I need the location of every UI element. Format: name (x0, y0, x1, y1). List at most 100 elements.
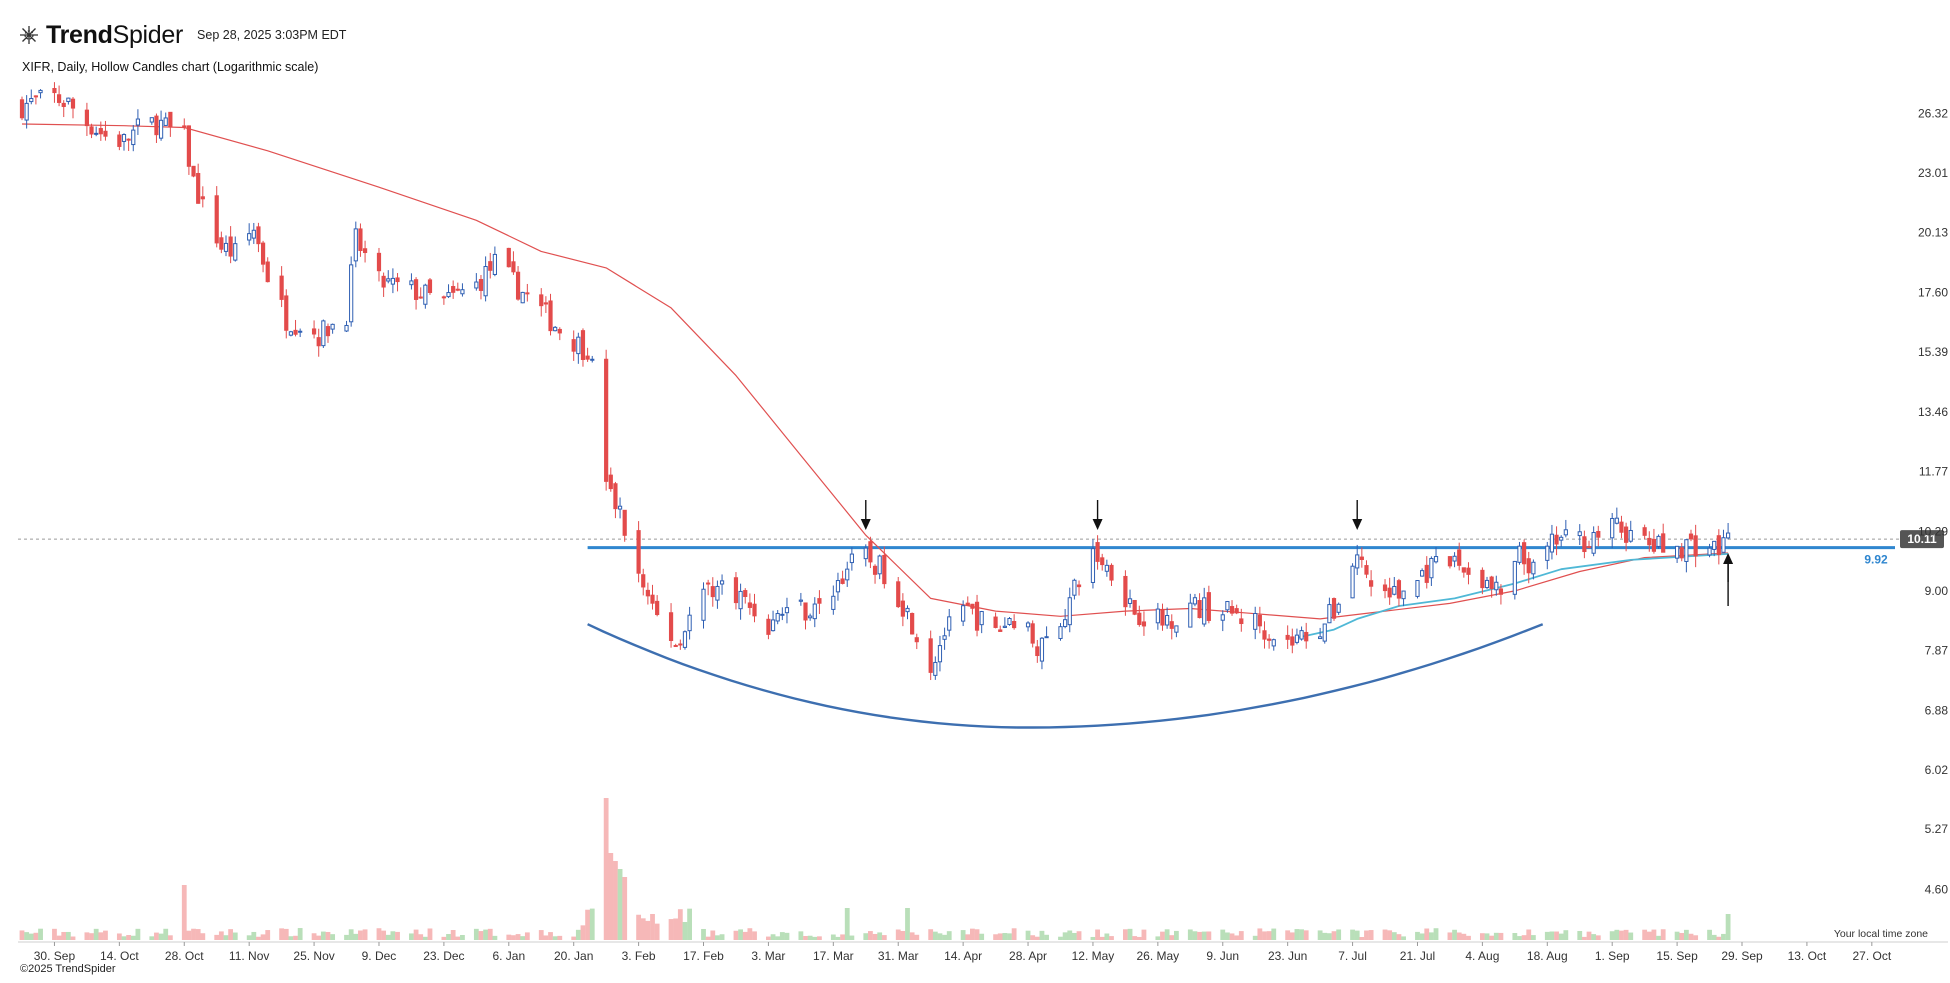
volume-bar (1484, 933, 1490, 940)
volume-bar (316, 935, 322, 940)
volume-bar (1030, 935, 1036, 940)
candle-body (1531, 561, 1536, 575)
volume-bar (1683, 929, 1689, 940)
volume-bar (585, 909, 591, 940)
volume-bar (1238, 931, 1244, 940)
volume-bar (1623, 929, 1629, 940)
candle-body (1554, 534, 1559, 545)
volume-bar (1197, 931, 1202, 940)
candle-body (553, 326, 558, 332)
candle-body (1067, 597, 1072, 626)
volume-bar (1141, 929, 1147, 940)
trendspider-logo[interactable]: TrendSpider (18, 21, 183, 50)
candle-body (687, 614, 692, 632)
volume-bar (1716, 936, 1722, 940)
candle-body (214, 195, 219, 244)
volume-bar (1674, 931, 1680, 940)
volume-bar (719, 934, 725, 940)
candle-body (228, 236, 233, 257)
candle-body (284, 295, 289, 331)
candle-body (557, 328, 562, 334)
volume-bar (1299, 929, 1304, 940)
candle-body (1401, 590, 1406, 600)
candle-body (580, 330, 586, 360)
brand-name: TrendSpider (46, 21, 183, 50)
candle-body (1002, 625, 1007, 628)
volume-bar (640, 918, 646, 940)
candle-body (1039, 637, 1045, 662)
up-arrow-head-icon (1723, 553, 1734, 564)
candle-body (1123, 575, 1128, 608)
candle-body (1420, 570, 1425, 577)
volume-bar (1725, 914, 1731, 940)
candle-body (191, 165, 196, 177)
volume-bar (817, 936, 822, 940)
candle-body (803, 602, 808, 621)
candle-body (1035, 646, 1040, 657)
volume-bar (330, 934, 336, 940)
y-tick-label: 4.60 (1925, 883, 1949, 897)
candle-body (752, 603, 757, 617)
candle-body (288, 331, 293, 336)
candle-body (1285, 634, 1290, 640)
volume-bar (1512, 933, 1518, 940)
volume-bar (1489, 935, 1495, 940)
candle-body (84, 109, 90, 127)
candle-body (451, 286, 456, 293)
volume-bar (1303, 930, 1309, 940)
volume-bar (98, 932, 104, 940)
candle-body (942, 635, 947, 640)
candle-body (1517, 545, 1522, 563)
volume-bar (487, 928, 493, 940)
volume-bar (1419, 933, 1425, 940)
candle-body (186, 125, 192, 167)
candle-body (613, 483, 618, 510)
candle-body (1239, 618, 1244, 625)
candle-body (163, 117, 168, 126)
volume-bar (937, 933, 943, 940)
candle-body (1327, 604, 1332, 624)
y-tick-label: 17.60 (1918, 285, 1948, 299)
volume-bar (288, 936, 294, 940)
candle-body (24, 102, 29, 121)
volume-bar (1350, 929, 1355, 940)
volume-bar (1401, 936, 1406, 940)
volume-bar (1498, 932, 1504, 940)
candle-body (1480, 569, 1485, 589)
x-tick-label: 28. Oct (165, 949, 204, 963)
candle-body (947, 616, 952, 631)
volume-bar (766, 936, 771, 940)
volume-bar (1132, 936, 1138, 940)
moving-average-path (21, 123, 1729, 620)
header: TrendSpider Sep 28, 2025 3:03PM EDT (18, 20, 346, 50)
candle-body (1461, 567, 1466, 573)
x-tick-label: 14. Oct (100, 949, 139, 963)
volume-bar (1391, 932, 1397, 940)
candle-body (835, 580, 841, 593)
candle-body (260, 242, 266, 265)
candle-body (571, 339, 576, 352)
volume-bar (942, 934, 947, 940)
volume-bar (1229, 933, 1235, 940)
volume-bar (1262, 931, 1267, 940)
anchored-vwap-line (1296, 553, 1729, 639)
volume-bar (460, 934, 465, 940)
candle-body (882, 554, 887, 585)
volume-bar (70, 936, 76, 940)
volume-bar (1011, 928, 1017, 940)
volume-bar (1711, 934, 1717, 940)
volume-bar (279, 928, 285, 940)
candle-body (1526, 558, 1531, 574)
candle-body (1392, 585, 1397, 595)
volume-bar (1331, 931, 1337, 940)
candle-body (168, 111, 173, 128)
candle-body (715, 585, 720, 601)
volume-bar (33, 932, 39, 940)
candle-body (1336, 603, 1341, 613)
candle-body (840, 578, 845, 584)
candle-body (1165, 614, 1170, 626)
candle-body (1355, 554, 1360, 569)
volume-bar (1039, 930, 1045, 940)
volume-bar (1034, 936, 1040, 940)
